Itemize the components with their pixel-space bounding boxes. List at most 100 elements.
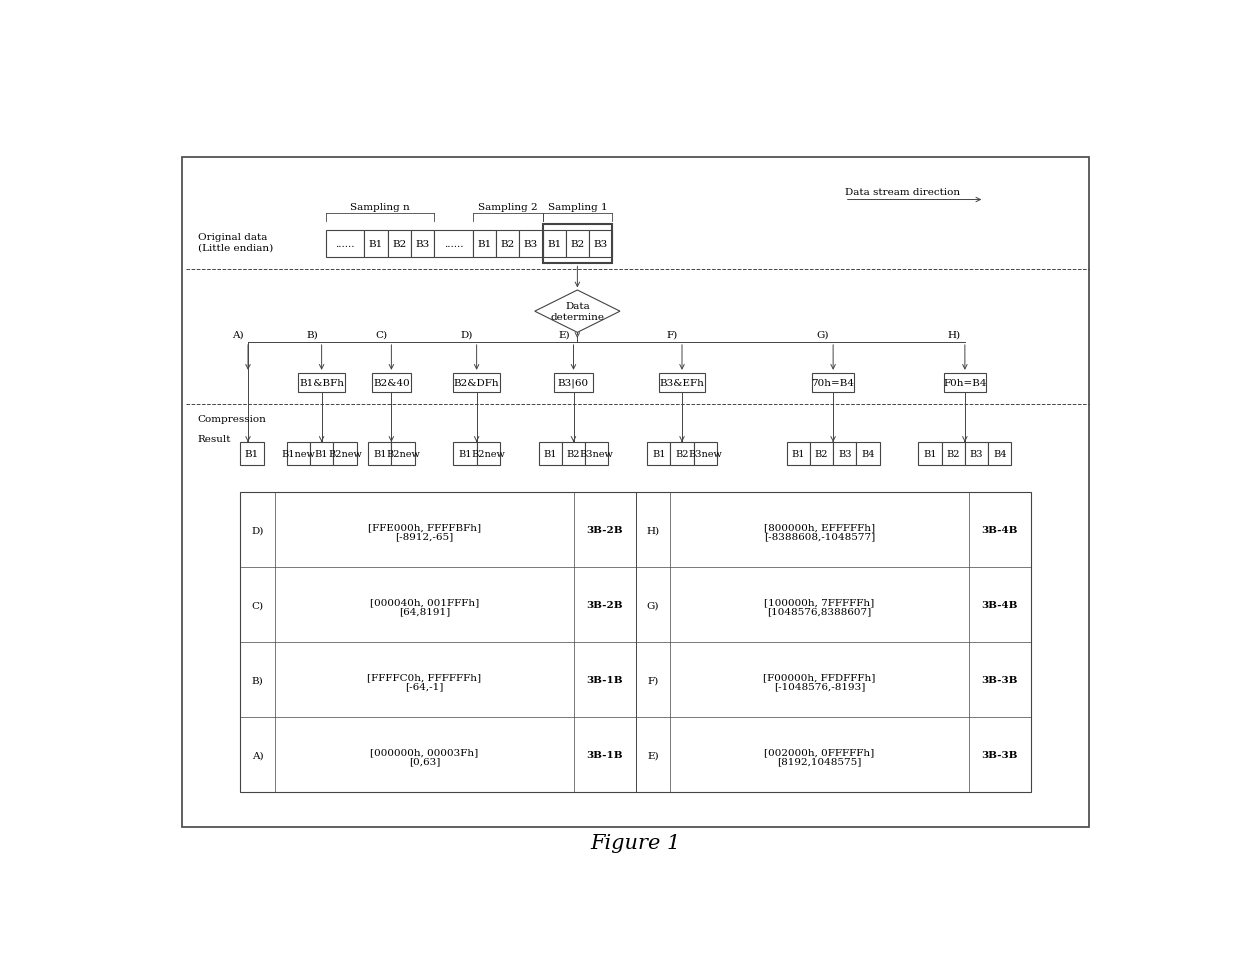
Text: B1: B1 [459, 449, 471, 458]
FancyBboxPatch shape [299, 373, 345, 393]
Text: F0h=B4: F0h=B4 [944, 378, 987, 388]
Text: 3B-4B: 3B-4B [982, 526, 1018, 534]
FancyBboxPatch shape [368, 443, 392, 466]
FancyBboxPatch shape [454, 443, 476, 466]
Text: 3B-3B: 3B-3B [982, 750, 1018, 759]
FancyBboxPatch shape [671, 443, 693, 466]
FancyBboxPatch shape [965, 443, 988, 466]
Text: B2: B2 [946, 449, 960, 458]
Text: [-8912,-65]: [-8912,-65] [396, 531, 454, 540]
Text: B1: B1 [652, 449, 666, 458]
FancyBboxPatch shape [476, 443, 500, 466]
Text: Data
determine: Data determine [551, 302, 604, 321]
Text: B1: B1 [477, 240, 491, 249]
Text: Sampling 1: Sampling 1 [548, 203, 608, 212]
Text: B): B) [306, 330, 317, 340]
Text: Sampling 2: Sampling 2 [477, 203, 537, 212]
FancyBboxPatch shape [988, 443, 1012, 466]
FancyBboxPatch shape [658, 373, 706, 393]
FancyBboxPatch shape [241, 443, 263, 466]
Text: 3B-3B: 3B-3B [982, 676, 1018, 685]
Text: [F00000h, FFDFFFh]: [F00000h, FFDFFFh] [764, 672, 875, 682]
FancyBboxPatch shape [434, 232, 472, 258]
FancyBboxPatch shape [562, 443, 585, 466]
FancyBboxPatch shape [241, 492, 1030, 792]
Text: B1: B1 [924, 449, 936, 458]
FancyBboxPatch shape [941, 443, 965, 466]
FancyBboxPatch shape [392, 443, 414, 466]
Text: B4: B4 [993, 449, 1007, 458]
Text: Compression: Compression [197, 415, 267, 424]
Text: B1new: B1new [281, 449, 315, 458]
Text: H): H) [947, 330, 961, 340]
Text: C): C) [252, 601, 264, 610]
FancyBboxPatch shape [310, 443, 334, 466]
FancyBboxPatch shape [565, 232, 589, 258]
Text: Original data
(Little endian): Original data (Little endian) [197, 233, 273, 252]
FancyBboxPatch shape [410, 232, 434, 258]
FancyBboxPatch shape [286, 443, 310, 466]
Text: G): G) [817, 330, 830, 340]
Text: Figure 1: Figure 1 [590, 833, 681, 852]
Text: [100000h, 7FFFFFh]: [100000h, 7FFFFFh] [764, 598, 874, 607]
FancyBboxPatch shape [786, 443, 810, 466]
Text: B3&EFh: B3&EFh [660, 378, 704, 388]
Text: [8192,1048575]: [8192,1048575] [777, 757, 862, 766]
FancyBboxPatch shape [365, 232, 387, 258]
FancyBboxPatch shape [538, 443, 562, 466]
Text: B3new: B3new [580, 449, 614, 458]
Text: Sampling n: Sampling n [350, 203, 409, 212]
Text: [1048576,8388607]: [1048576,8388607] [768, 607, 872, 616]
Text: B2: B2 [815, 449, 828, 458]
FancyBboxPatch shape [647, 443, 671, 466]
Text: [002000h, 0FFFFFh]: [002000h, 0FFFFFh] [764, 747, 874, 756]
Text: 3B-4B: 3B-4B [982, 601, 1018, 610]
Text: [800000h, EFFFFFh]: [800000h, EFFFFFh] [764, 523, 875, 531]
FancyBboxPatch shape [520, 232, 543, 258]
Text: B1: B1 [244, 449, 259, 458]
FancyBboxPatch shape [387, 232, 410, 258]
Text: B4: B4 [862, 449, 874, 458]
Text: [FFFFC0h, FFFFFFh]: [FFFFC0h, FFFFFFh] [367, 672, 481, 682]
FancyBboxPatch shape [812, 373, 854, 393]
Text: B2new: B2new [327, 449, 362, 458]
Text: G): G) [647, 601, 660, 610]
Text: H): H) [646, 526, 660, 534]
FancyBboxPatch shape [325, 232, 365, 258]
Text: B2: B2 [567, 449, 580, 458]
FancyBboxPatch shape [372, 373, 410, 393]
Text: D): D) [252, 526, 264, 534]
Text: B2&DFh: B2&DFh [454, 378, 500, 388]
Text: [-8388608,-1048577]: [-8388608,-1048577] [764, 531, 875, 540]
FancyBboxPatch shape [472, 232, 496, 258]
FancyBboxPatch shape [944, 373, 986, 393]
Text: B1: B1 [543, 449, 557, 458]
Text: B3: B3 [523, 240, 538, 249]
Text: B3|60: B3|60 [558, 378, 589, 388]
Text: 3B-2B: 3B-2B [587, 601, 622, 610]
Text: A): A) [233, 330, 244, 340]
FancyBboxPatch shape [857, 443, 879, 466]
FancyBboxPatch shape [334, 443, 357, 466]
FancyBboxPatch shape [496, 232, 520, 258]
Text: B2: B2 [570, 240, 584, 249]
FancyBboxPatch shape [182, 158, 1089, 828]
FancyBboxPatch shape [833, 443, 857, 466]
Text: [0,63]: [0,63] [409, 757, 440, 766]
FancyBboxPatch shape [589, 232, 613, 258]
Text: C): C) [376, 330, 387, 340]
Text: [-64,-1]: [-64,-1] [405, 682, 444, 691]
Text: 3B-2B: 3B-2B [587, 526, 622, 534]
Text: ......: ...... [335, 240, 355, 249]
Text: B3new: B3new [688, 449, 722, 458]
Text: B3: B3 [838, 449, 852, 458]
Text: B): B) [252, 676, 264, 685]
Text: [FFE000h, FFFFBFh]: [FFE000h, FFFFBFh] [368, 523, 481, 531]
Text: F): F) [667, 330, 678, 340]
Text: B2: B2 [501, 240, 515, 249]
Text: B2new: B2new [386, 449, 420, 458]
FancyBboxPatch shape [454, 373, 500, 393]
Text: B2: B2 [676, 449, 688, 458]
Text: B1: B1 [368, 240, 383, 249]
FancyBboxPatch shape [810, 443, 833, 466]
